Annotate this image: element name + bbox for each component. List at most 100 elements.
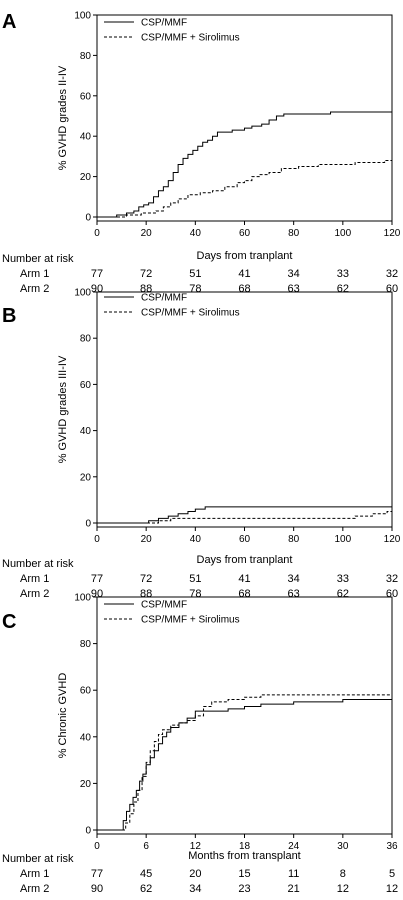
- risk-value: 34: [288, 268, 300, 280]
- x-tick-label: 60: [239, 534, 251, 545]
- risk-value: 34: [189, 883, 201, 895]
- x-tick-label: 12: [190, 841, 202, 852]
- plot-frame: [96, 14, 393, 222]
- series-line-2: [97, 510, 392, 524]
- y-axis-label: % Chronic GVHD: [57, 673, 69, 759]
- panel-letter: A: [2, 11, 16, 33]
- series-line-2: [97, 159, 392, 218]
- y-tick-label: 0: [85, 826, 91, 837]
- x-tick-label: 120: [384, 534, 401, 545]
- x-tick-label: 24: [288, 841, 300, 852]
- risk-value: 41: [238, 573, 250, 585]
- y-tick-label: 0: [85, 213, 91, 224]
- x-axis-label: Days from tranplant: [197, 554, 293, 566]
- risk-value: 51: [189, 268, 201, 280]
- series-line-2: [97, 694, 392, 831]
- y-tick-label: 40: [80, 132, 92, 143]
- y-axis-label: % GVHD grades III-IV: [57, 355, 69, 463]
- risk-row-label: Arm 2: [20, 283, 49, 295]
- risk-value: 90: [91, 883, 103, 895]
- risk-value: 88: [140, 588, 152, 600]
- y-tick-label: 100: [74, 288, 91, 299]
- risk-table-header: Number at risk: [2, 558, 74, 570]
- risk-value: 77: [91, 868, 103, 880]
- x-tick-label: 20: [141, 228, 153, 239]
- risk-value: 32: [386, 573, 398, 585]
- x-tick-label: 36: [386, 841, 398, 852]
- y-tick-label: 20: [80, 779, 92, 790]
- x-tick-label: 60: [239, 228, 251, 239]
- risk-value: 34: [288, 573, 300, 585]
- y-tick-label: 60: [80, 686, 92, 697]
- y-tick-label: 80: [80, 51, 92, 62]
- y-tick-label: 20: [80, 472, 92, 483]
- y-tick-label: 60: [80, 380, 92, 391]
- risk-value: 63: [288, 588, 300, 600]
- risk-value: 62: [337, 588, 349, 600]
- legend-entry: CSP/MMF + Sirolimus: [141, 33, 240, 44]
- risk-row-label: Arm 1: [20, 268, 49, 280]
- risk-value: 20: [189, 868, 201, 880]
- x-axis-label: Months from transplant: [188, 850, 301, 862]
- y-tick-label: 40: [80, 426, 92, 437]
- y-tick-label: 80: [80, 639, 92, 650]
- series-line-1: [97, 506, 392, 524]
- y-tick-label: 60: [80, 91, 92, 102]
- y-tick-label: 0: [85, 519, 91, 530]
- risk-value: 12: [337, 883, 349, 895]
- risk-value: 33: [337, 268, 349, 280]
- x-tick-label: 20: [141, 534, 153, 545]
- risk-value: 41: [238, 268, 250, 280]
- legend-entry: CSP/MMF: [141, 600, 187, 611]
- risk-row-label: Arm 1: [20, 573, 49, 585]
- risk-value: 11: [288, 868, 299, 880]
- chart-panel-C: C 0 20 40 60 80 100 0 6 12 18 24 30 36 % Chronic GVHD M…: [2, 593, 398, 896]
- plot-frame: [96, 291, 393, 528]
- risk-value: 21: [288, 883, 300, 895]
- risk-value: 63: [288, 283, 300, 295]
- x-tick-label: 100: [334, 534, 351, 545]
- chart-panel-A: A 0 20 40 60 80 100 0 20 40 60 80 100 120 % GVHD grade…: [2, 11, 401, 296]
- y-tick-label: 80: [80, 334, 92, 345]
- risk-table-header: Number at risk: [2, 853, 74, 865]
- risk-value: 23: [238, 883, 250, 895]
- panel-letter: C: [2, 611, 16, 633]
- x-tick-label: 0: [94, 534, 100, 545]
- y-tick-label: 100: [74, 11, 91, 22]
- legend-entry: CSP/MMF + Sirolimus: [141, 615, 240, 626]
- risk-table-header: Number at risk: [2, 253, 74, 265]
- risk-value: 15: [238, 868, 250, 880]
- legend-entry: CSP/MMF: [141, 293, 187, 304]
- x-tick-label: 30: [337, 841, 349, 852]
- y-tick-label: 20: [80, 172, 92, 183]
- x-tick-label: 120: [384, 228, 401, 239]
- panel-letter: B: [2, 305, 16, 327]
- risk-value: 32: [386, 268, 398, 280]
- risk-row-label: Arm 2: [20, 883, 49, 895]
- x-tick-label: 0: [94, 841, 100, 852]
- risk-value: 68: [238, 283, 250, 295]
- risk-value: 77: [91, 268, 103, 280]
- risk-value: 8: [340, 868, 346, 880]
- risk-value: 72: [140, 268, 152, 280]
- risk-value: 72: [140, 573, 152, 585]
- legend-entry: CSP/MMF + Sirolimus: [141, 308, 240, 319]
- risk-value: 78: [189, 588, 201, 600]
- risk-value: 78: [189, 283, 201, 295]
- plot-frame: [96, 596, 393, 835]
- risk-value: 62: [337, 283, 349, 295]
- risk-value: 68: [238, 588, 250, 600]
- risk-value: 51: [189, 573, 201, 585]
- y-tick-label: 100: [74, 593, 91, 604]
- legend-entry: CSP/MMF: [141, 18, 187, 29]
- risk-row-label: Arm 1: [20, 868, 49, 880]
- x-tick-label: 18: [239, 841, 251, 852]
- risk-value: 45: [140, 868, 152, 880]
- y-axis-label: % GVHD grades II-IV: [57, 65, 69, 170]
- risk-value: 5: [389, 868, 395, 880]
- x-axis-label: Days from tranplant: [197, 250, 293, 262]
- risk-row-label: Arm 2: [20, 588, 49, 600]
- x-tick-label: 6: [143, 841, 149, 852]
- series-line-1: [97, 111, 392, 218]
